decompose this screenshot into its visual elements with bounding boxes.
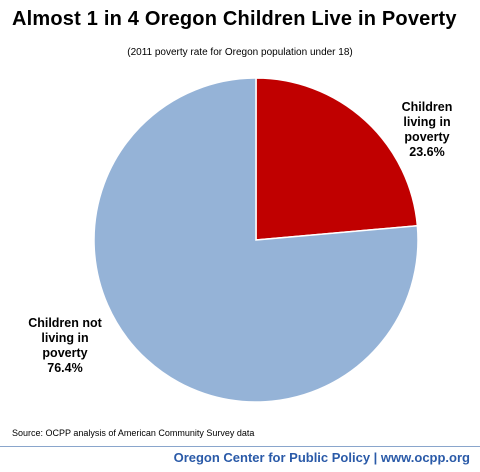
footer-divider xyxy=(0,446,480,447)
footer-credit: Oregon Center for Public Policy | www.oc… xyxy=(173,450,470,465)
slice-label-not-in-poverty: Children not living in poverty 76.4% xyxy=(28,316,102,375)
chart-title: Almost 1 in 4 Oregon Children Live in Po… xyxy=(12,8,457,30)
pie-slice-not-in-poverty xyxy=(93,77,419,403)
chart-subtitle: (2011 poverty rate for Oregon population… xyxy=(127,47,353,58)
pie-slice-in-poverty xyxy=(255,77,419,241)
slice-label-in-poverty: Children living in poverty 23.6% xyxy=(401,100,453,159)
source-note: Source: OCPP analysis of American Commun… xyxy=(12,428,255,438)
